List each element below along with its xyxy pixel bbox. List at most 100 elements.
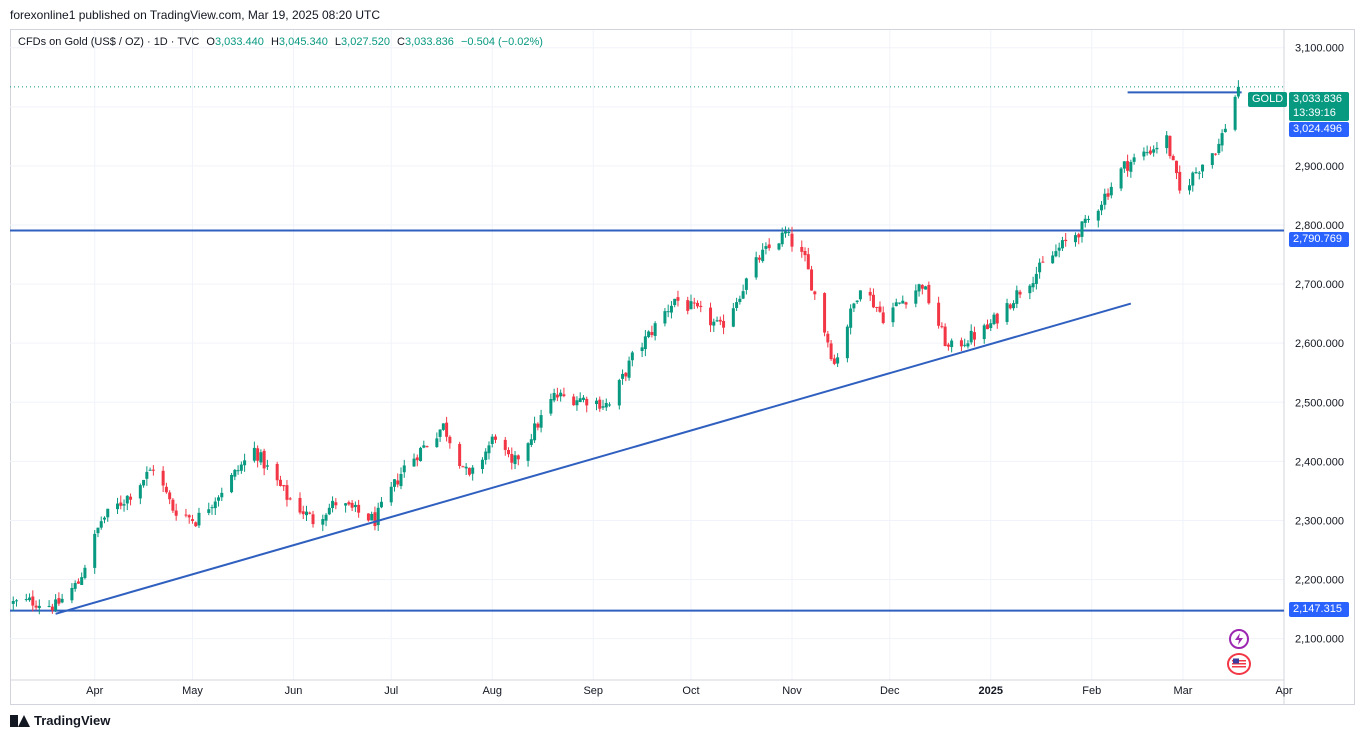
candle-body (458, 444, 462, 467)
candle-body (731, 308, 735, 327)
horizontal-levels (10, 86, 1284, 612)
candle-body (937, 302, 941, 326)
x-tick-label: Oct (682, 685, 699, 697)
candle-body (800, 246, 804, 252)
candle-body (1083, 218, 1087, 223)
candlestick-series (11, 80, 1240, 615)
candle-body (230, 474, 234, 493)
candle-body (415, 457, 419, 461)
candle-body (757, 257, 761, 260)
candle-body (243, 460, 247, 466)
candle-body (529, 439, 533, 445)
candle-body (1217, 143, 1221, 154)
level-badge-2147: 2,147.315 (1289, 602, 1349, 617)
candle-body (917, 284, 921, 292)
candle-body (989, 323, 993, 329)
candle-body (1171, 156, 1175, 161)
y-tick-label: 2,700.000 (1295, 279, 1344, 291)
candle-body (96, 527, 100, 534)
candle-body (1132, 157, 1136, 162)
low-key: L (334, 36, 342, 48)
candle-body (484, 451, 488, 460)
candle-body (1057, 247, 1061, 251)
candle-body (34, 605, 38, 608)
candle-body (516, 455, 520, 460)
candle-body (924, 286, 928, 290)
candle-body (572, 396, 576, 406)
candle-body (331, 500, 335, 509)
candle-body (1031, 283, 1035, 288)
x-tick-label: 2025 (979, 685, 1003, 697)
candle-body (810, 269, 814, 291)
candle-body (663, 311, 667, 324)
candle-body (764, 246, 768, 249)
candle-body (467, 467, 471, 475)
candle-body (373, 512, 377, 527)
candle-body (627, 360, 631, 378)
candle-body (855, 300, 859, 303)
y-tick-label: 2,500.000 (1295, 397, 1344, 409)
open-value: 3,033.440 (214, 36, 264, 48)
candle-body (392, 479, 396, 487)
candle-body (940, 326, 944, 328)
candle-body (1236, 86, 1240, 97)
flash-icon[interactable] (1229, 629, 1249, 649)
candle-body (1060, 240, 1064, 249)
candle-body (927, 284, 931, 304)
candle-body (676, 297, 680, 301)
candle-body (699, 305, 703, 308)
candle-body (217, 497, 221, 501)
candle-body (878, 306, 882, 312)
candle-body (366, 513, 370, 521)
candle-body (93, 533, 97, 568)
candle-body (1100, 204, 1104, 211)
open-key: O (206, 36, 215, 48)
candle-body (122, 504, 126, 506)
candle-body (598, 399, 602, 409)
candle-body (1152, 149, 1156, 153)
candle-body (321, 519, 325, 525)
candle-body (829, 343, 833, 360)
candle-body (412, 458, 416, 467)
candle-body (858, 290, 862, 300)
candle-body (70, 587, 74, 601)
candle-body (1174, 160, 1178, 174)
us-flag-icon[interactable] (1227, 653, 1251, 675)
candle-body (849, 308, 853, 328)
footer-brand[interactable]: TradingView (10, 713, 110, 728)
candle-body (735, 302, 739, 308)
candle-body (617, 380, 621, 406)
candle-body (301, 511, 305, 515)
candle-body (875, 306, 879, 308)
candle-body (47, 605, 51, 607)
x-tick-label: Sep (583, 685, 603, 697)
candle-body (389, 486, 393, 503)
candle-body (402, 465, 406, 473)
candle-body (1201, 164, 1205, 172)
x-tick-label: Dec (880, 685, 900, 697)
candle-body (60, 598, 64, 603)
candle-body (259, 452, 263, 463)
candle-body (823, 293, 827, 333)
candle-body (99, 521, 103, 528)
candle-body (650, 332, 654, 335)
candle-body (1106, 193, 1110, 197)
candle-body (54, 599, 58, 611)
candle-body (738, 298, 742, 302)
candle-body (24, 599, 28, 601)
trendline-group (55, 302, 1132, 615)
candle-body (282, 485, 286, 487)
candle-body (712, 321, 716, 326)
candle-body (1028, 285, 1032, 294)
candle-body (1119, 168, 1123, 189)
close-key: C (397, 36, 405, 48)
candle-body (594, 400, 598, 405)
candle-body (350, 502, 354, 508)
candle-body (894, 302, 898, 307)
candle-body (357, 504, 361, 513)
candle-body (275, 463, 279, 481)
close-value: 3,033.836 (404, 36, 454, 48)
candle-body (422, 445, 426, 448)
candle-body (562, 394, 566, 397)
